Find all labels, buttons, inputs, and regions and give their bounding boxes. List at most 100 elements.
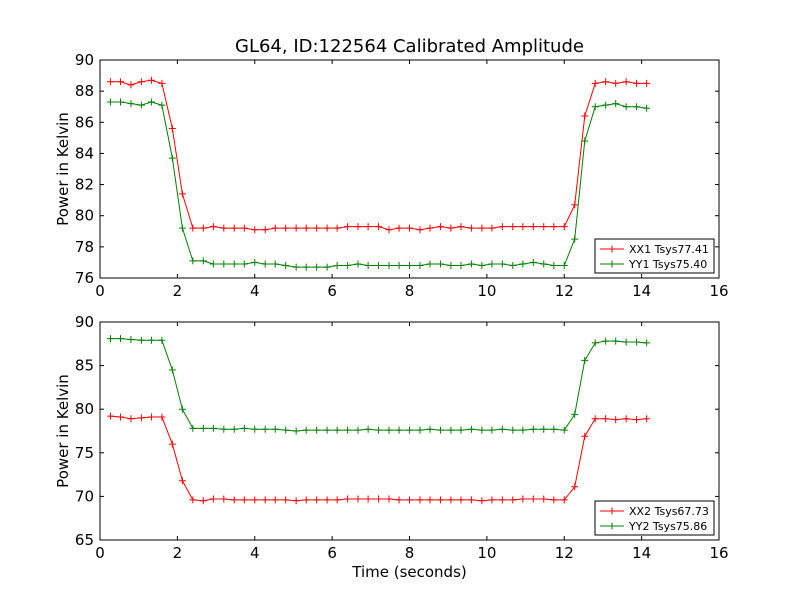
data-point — [385, 495, 393, 503]
data-point — [251, 258, 259, 266]
data-point — [261, 260, 269, 268]
data-point — [478, 497, 486, 505]
data-point — [261, 425, 269, 433]
data-point — [436, 260, 444, 268]
data-point — [395, 262, 403, 270]
data-point — [282, 262, 290, 270]
data-point — [457, 262, 465, 270]
data-point — [230, 425, 238, 433]
data-point — [127, 335, 135, 343]
data-point — [117, 98, 125, 106]
data-point — [344, 223, 352, 231]
data-point — [117, 78, 125, 86]
data-point — [302, 224, 310, 232]
data-point — [633, 338, 641, 346]
data-point — [106, 335, 114, 343]
data-point — [178, 477, 186, 485]
data-point — [529, 495, 537, 503]
data-point — [158, 336, 166, 344]
data-point — [633, 416, 641, 424]
data-point — [261, 226, 269, 234]
chart-title: GL64, ID:122564 Calibrated Amplitude — [235, 36, 584, 57]
data-point — [643, 79, 651, 87]
data-point — [395, 224, 403, 232]
data-point — [519, 223, 527, 231]
y-tick-label: 70 — [75, 487, 94, 505]
x-tick-label: 2 — [173, 282, 183, 300]
data-point — [457, 496, 465, 504]
data-point — [622, 78, 630, 86]
data-point — [540, 260, 548, 268]
data-point — [251, 496, 259, 504]
data-point — [199, 224, 207, 232]
data-point — [478, 224, 486, 232]
data-point — [529, 258, 537, 266]
data-point — [643, 415, 651, 423]
data-point — [240, 224, 248, 232]
data-point — [571, 483, 579, 491]
data-point — [271, 425, 279, 433]
data-point — [292, 224, 300, 232]
data-point — [199, 424, 207, 432]
data-point — [158, 79, 166, 87]
data-point — [467, 224, 475, 232]
data-point — [127, 415, 135, 423]
data-point — [106, 78, 114, 86]
data-point — [509, 496, 517, 504]
data-point — [436, 223, 444, 231]
data-point — [385, 226, 393, 234]
x-tick-label: 12 — [555, 544, 574, 562]
plot-panel-1: 0 2 4 6 8 10 12 14 16 76 78 80 82 84 86 88 90 Power in Ke… — [54, 36, 729, 300]
data-point — [529, 425, 537, 433]
data-point — [271, 260, 279, 268]
y-tick-label: 82 — [75, 176, 94, 194]
data-point — [375, 426, 383, 434]
data-point — [199, 257, 207, 265]
data-point — [581, 356, 589, 364]
legend-box — [594, 500, 715, 536]
data-point — [220, 425, 228, 433]
data-point — [168, 366, 176, 374]
data-point — [323, 496, 331, 504]
data-point — [385, 262, 393, 270]
data-point — [602, 415, 610, 423]
data-point — [519, 426, 527, 434]
data-point — [292, 427, 300, 435]
x-tick-label: 16 — [709, 544, 728, 562]
data-point — [633, 103, 641, 111]
data-point — [571, 201, 579, 209]
data-point — [354, 495, 362, 503]
data-point — [282, 496, 290, 504]
data-point — [251, 226, 259, 234]
data-point — [344, 262, 352, 270]
data-point — [106, 98, 114, 106]
data-point — [178, 190, 186, 198]
y-tick-label: 76 — [75, 269, 94, 287]
x-tick-label: 10 — [477, 544, 496, 562]
data-point — [333, 426, 341, 434]
data-point — [313, 496, 321, 504]
y-tick-label: 65 — [75, 531, 94, 549]
data-point — [406, 496, 413, 504]
data-point — [189, 496, 197, 504]
data-point — [467, 425, 475, 433]
data-point — [354, 426, 362, 434]
data-point — [509, 262, 517, 270]
legend: XX2 Tsys67.73 YY2 Tsys75.86 — [594, 500, 715, 536]
data-point — [333, 496, 341, 504]
data-point — [643, 339, 651, 347]
data-point — [406, 262, 413, 270]
legend-label: YY1 Tsys75.40 — [628, 258, 707, 271]
data-point — [622, 103, 630, 111]
data-point — [127, 100, 135, 108]
legend-label: XX2 Tsys67.73 — [629, 505, 709, 518]
data-point — [426, 260, 434, 268]
y-tick-label: 84 — [75, 144, 94, 162]
data-point — [178, 224, 186, 232]
x-tick-label: 6 — [327, 544, 337, 562]
data-point — [189, 257, 197, 265]
data-point — [313, 263, 321, 271]
data-point — [137, 414, 145, 422]
legend-marker — [608, 245, 616, 253]
